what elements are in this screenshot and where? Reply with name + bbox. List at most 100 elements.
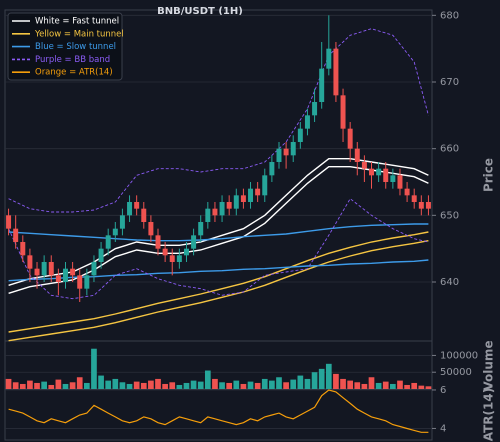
candle-body [6,215,12,229]
candle-body [226,202,232,209]
candle-body [169,255,175,262]
volume-bar [105,380,112,389]
candle-body [27,255,33,269]
volume-bar [325,363,332,389]
candle-body [119,215,125,229]
candle-body [191,235,197,249]
volume-bar [233,380,240,389]
volume-bar [276,377,282,389]
volume-bar [34,382,40,389]
volume-bar [375,382,382,389]
y-tick-label: 50000 [440,367,472,378]
volume-bar [425,386,432,389]
volume-bar [190,380,197,389]
candle-body [276,148,282,162]
volume-bar [382,381,389,389]
plot-frame [4,9,433,441]
candle-body [105,235,111,249]
candle-body [219,202,225,216]
volume-bar [162,383,168,389]
volume-bar [340,378,346,389]
volume-bar [368,377,375,389]
y-axis-label: ATR(14) [482,388,496,441]
candle-body [240,195,246,202]
candle-body [312,102,318,116]
volume-bar [361,383,368,389]
y-tick-label: 680 [440,10,459,21]
y-tick-label: 670 [440,77,459,88]
volume-bar [397,380,403,389]
band-line [8,223,429,242]
candle-body [425,202,431,209]
legend-label: Yellow = Main tunnel [34,29,124,39]
candle-body [262,175,268,196]
candle-body [20,242,26,256]
candle-body [283,148,289,156]
y-tick-label: 6 [440,385,446,396]
volume-bar [219,382,225,389]
volume-bar [69,382,76,389]
band-line [8,198,429,300]
candle-body [155,235,161,249]
candle-body [404,188,410,196]
volume-bar [55,379,62,389]
volume-bar [283,382,289,389]
band-line [8,28,429,213]
volume-bar [311,372,318,389]
legend: White = Fast tunnel Yellow = Main tunnel B… [7,12,124,81]
volume-bar [354,382,361,389]
y-tick-label: 650 [440,210,459,221]
candle-body [319,68,325,102]
candle-body [255,188,261,196]
volume-bar [347,380,354,389]
candle-body [340,95,346,129]
candle-body [326,48,332,69]
y-tick-label: 660 [440,144,459,155]
volume-bar [404,384,410,389]
volume-bar [76,377,83,389]
volume-bar [411,382,418,389]
candle-body [390,175,396,182]
volume-bar [5,378,12,389]
candle-body [383,168,389,182]
candle-body [134,202,140,209]
atr-line [8,389,429,433]
chart-title: BNB/USDT (1H) [157,6,243,17]
volume-bar [112,378,119,389]
candle-body [48,262,54,276]
candle-body [411,195,417,202]
candle-body [233,195,239,209]
legend-label: White = Fast tunnel [35,17,119,27]
candle-body [127,202,133,216]
volume-bar [390,383,396,389]
candle-body [77,275,83,289]
legend-label: Blue = Slow tunnel [35,42,116,52]
volume-bar [240,383,247,389]
volume-bar [83,382,90,389]
band-line [8,231,429,333]
candle-body [361,162,367,169]
volume-bar [290,379,297,389]
volume-bar [297,375,304,389]
volume-bar [269,380,275,389]
volume-bar [126,383,133,389]
volume-bar [98,375,104,389]
candle-body [63,268,68,282]
candle-body [84,275,90,289]
y-axis-label: Price [482,158,496,192]
candle-body [13,228,19,242]
volume-bar [197,381,204,389]
candle-body [333,48,339,96]
volume-bar [62,383,69,389]
volume-bar [155,378,161,389]
volume-bar [133,381,140,389]
volume-bar [19,383,26,389]
volume-bar [247,381,254,389]
candle-body [198,222,204,236]
y-tick-label: 4 [440,423,446,434]
candle-body [91,262,97,276]
volume-bar [12,382,19,389]
volume-bar [318,368,325,389]
volume-bar [176,384,183,389]
